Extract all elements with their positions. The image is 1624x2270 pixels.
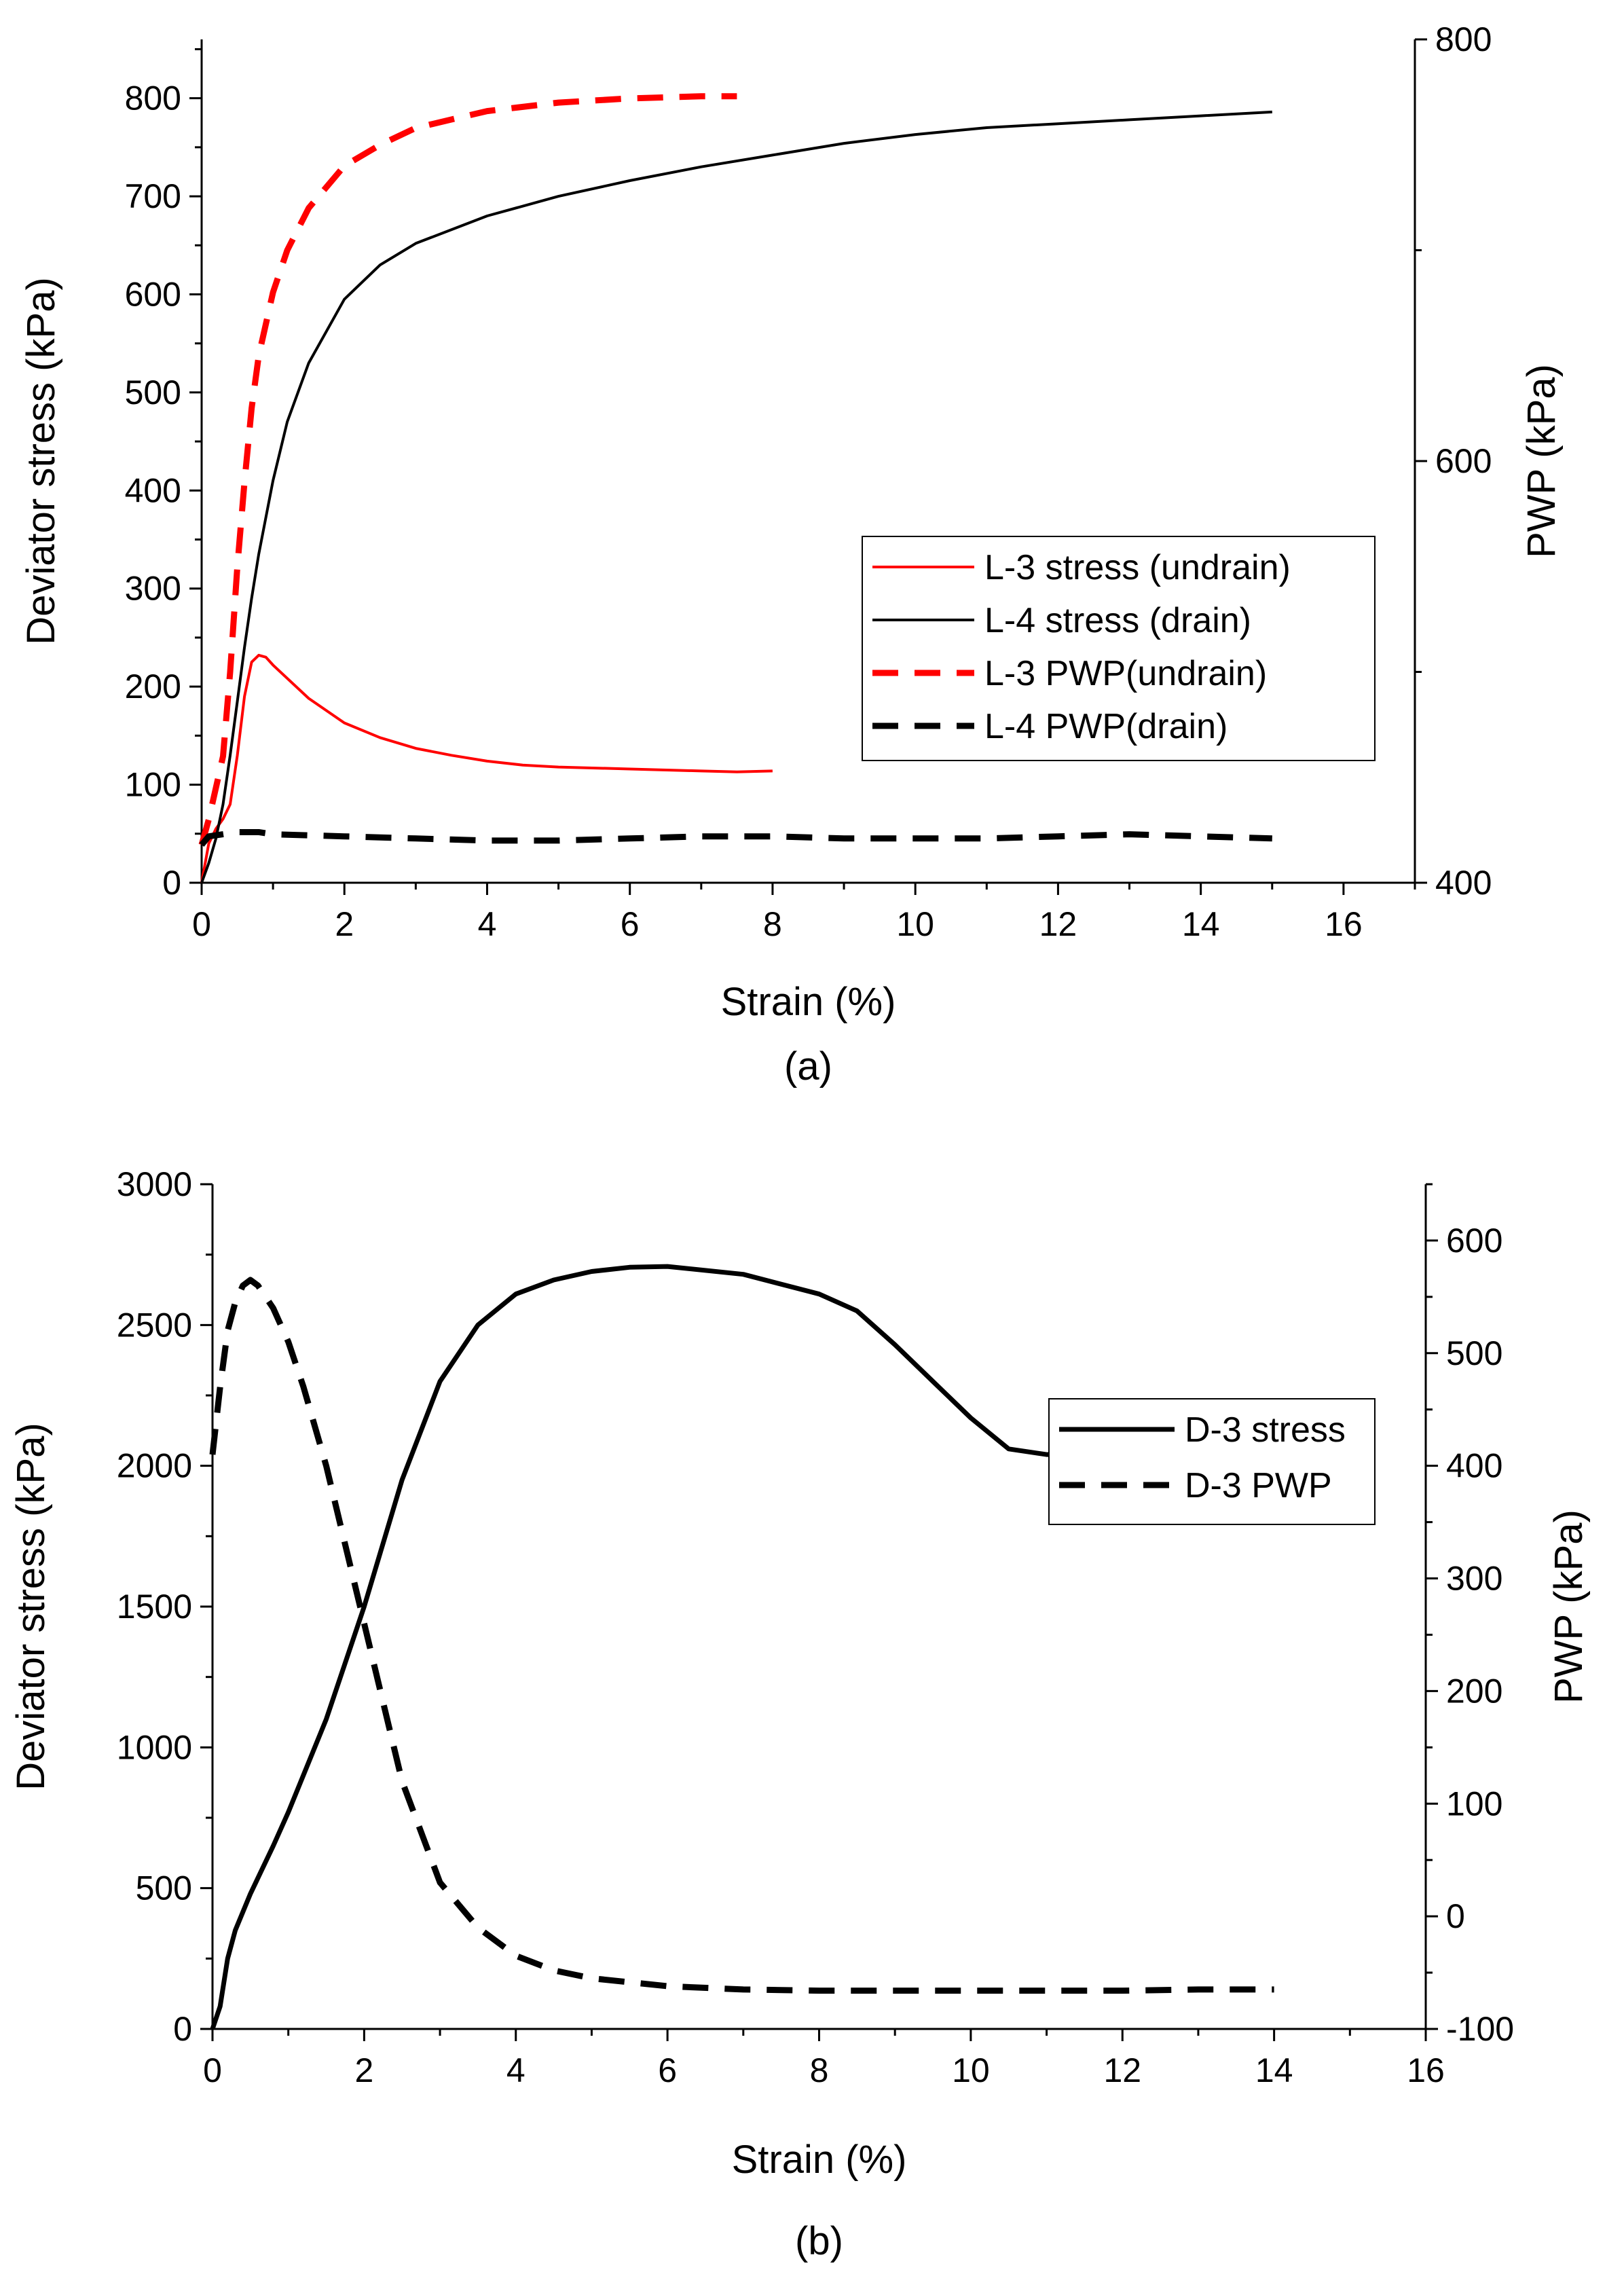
y2-axis-title: PWP (kPa) bbox=[1519, 364, 1564, 558]
y-tick-label: 0 bbox=[173, 2010, 192, 2048]
y-tick-label: 300 bbox=[125, 570, 181, 608]
legend-label: D-3 PWP bbox=[1185, 1466, 1332, 1505]
y-tick-label: 100 bbox=[125, 766, 181, 804]
series-line-l-3-pwp-undrain- bbox=[198, 93, 737, 846]
x-tick-label: 14 bbox=[1182, 905, 1220, 943]
x-tick-label: 16 bbox=[1407, 2051, 1445, 2089]
y2-tick-label: 600 bbox=[1446, 1222, 1502, 1260]
x-tick-label: 8 bbox=[810, 2051, 829, 2089]
legend-label: L-4 stress (drain) bbox=[984, 601, 1251, 640]
x-tick-label: 10 bbox=[952, 2051, 990, 2089]
y2-tick-label: 500 bbox=[1446, 1334, 1502, 1372]
x-tick-label: 16 bbox=[1325, 905, 1363, 943]
x-tick-label: 4 bbox=[506, 2051, 525, 2089]
legend-label: L-4 PWP(drain) bbox=[984, 707, 1228, 746]
y-tick-label: 600 bbox=[125, 275, 181, 313]
y2-tick-label: 400 bbox=[1446, 1447, 1502, 1485]
legend-label: L-3 PWP(undrain) bbox=[984, 654, 1267, 693]
legend-box bbox=[862, 536, 1376, 761]
y2-tick-label: 800 bbox=[1435, 20, 1492, 58]
y-tick-label: 2000 bbox=[117, 1447, 192, 1485]
legend-label: D-3 stress bbox=[1185, 1410, 1346, 1450]
y2-tick-label: 100 bbox=[1446, 1784, 1502, 1823]
series-line-d-3-stress bbox=[210, 1264, 1274, 2030]
y-tick-label: 2500 bbox=[117, 1306, 192, 1344]
y2-tick-label: 300 bbox=[1446, 1560, 1502, 1598]
x-tick-label: 0 bbox=[203, 2051, 222, 2089]
x-tick-label: 12 bbox=[1039, 905, 1077, 943]
y-tick-label: 700 bbox=[125, 177, 181, 215]
x-tick-label: 6 bbox=[658, 2051, 677, 2089]
x-axis-title: Strain (%) bbox=[732, 2138, 907, 2182]
y-axis-title: Deviator stress (kPa) bbox=[19, 277, 63, 644]
y-tick-label: 400 bbox=[125, 471, 181, 509]
x-tick-label: 0 bbox=[192, 905, 211, 943]
x-tick-label: 6 bbox=[621, 905, 640, 943]
legend: D-3 stress D-3 PWP bbox=[1048, 1398, 1376, 1525]
series-line-l-4-pwp-drain- bbox=[199, 829, 1272, 847]
legend: L-3 stress (undrain) L-4 stress (drain) L-… bbox=[862, 536, 1376, 761]
chart-b: 0 2 4 6 8 10 12 14 16050010001500200025003000-10… bbox=[9, 1165, 1591, 2263]
y2-tick-label: 200 bbox=[1446, 1672, 1502, 1710]
series-line-l-3-stress-undrain- bbox=[200, 653, 773, 883]
chart-a: 0 2 4 6 8 10 12 14 16 0 100 200 300 400 500 600 700 800 40… bbox=[19, 20, 1564, 1088]
legend-box bbox=[1048, 1398, 1376, 1525]
y-tick-label: 1000 bbox=[117, 1728, 192, 1766]
x-tick-label: 2 bbox=[354, 2051, 373, 2089]
x-axis-title: Strain (%) bbox=[721, 980, 896, 1024]
series-line-d-3-pwp bbox=[209, 1277, 1274, 1994]
y2-axis-title: PWP (kPa) bbox=[1547, 1509, 1591, 1704]
y2-tick-label: -100 bbox=[1446, 2010, 1514, 2048]
x-tick-label: 10 bbox=[896, 905, 934, 943]
figure-caption: (b) bbox=[795, 2219, 843, 2263]
legend-label: L-3 stress (undrain) bbox=[984, 548, 1291, 587]
y-tick-label: 0 bbox=[162, 864, 181, 902]
y2-tick-label: 400 bbox=[1435, 864, 1492, 902]
y2-tick-label: 0 bbox=[1446, 1897, 1465, 1935]
y-tick-label: 500 bbox=[125, 373, 181, 411]
y-tick-label: 200 bbox=[125, 667, 181, 706]
y-tick-label: 800 bbox=[125, 79, 181, 117]
y-tick-label: 500 bbox=[136, 1869, 192, 1907]
x-tick-label: 12 bbox=[1103, 2051, 1141, 2089]
x-tick-label: 8 bbox=[763, 905, 782, 943]
figure-caption: (a) bbox=[784, 1044, 832, 1088]
x-tick-label: 4 bbox=[478, 905, 497, 943]
y-axis-title: Deviator stress (kPa) bbox=[9, 1423, 53, 1790]
y-tick-label: 3000 bbox=[117, 1165, 192, 1203]
axes-frame bbox=[211, 1184, 1427, 2030]
y-tick-label: 1500 bbox=[117, 1588, 192, 1626]
y2-tick-label: 600 bbox=[1435, 442, 1492, 480]
x-tick-label: 14 bbox=[1255, 2051, 1293, 2089]
x-tick-label: 2 bbox=[335, 905, 354, 943]
series-line-l-4-stress-drain- bbox=[200, 110, 1272, 883]
